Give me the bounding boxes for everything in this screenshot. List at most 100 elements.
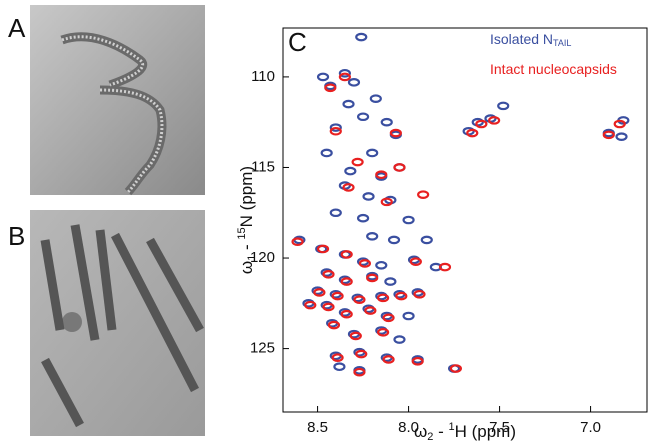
peak <box>324 83 337 93</box>
legend-name: Intact nucleocapsids <box>490 61 617 77</box>
peak <box>316 244 330 254</box>
label-part: N (ppm) <box>237 166 256 227</box>
label-part: 15 <box>236 227 248 239</box>
peak <box>329 126 342 136</box>
label-part: H (ppm) <box>455 422 516 441</box>
peak <box>411 356 424 366</box>
peak <box>380 117 393 127</box>
peak <box>413 289 426 299</box>
y-tick-label: 110 <box>251 68 275 85</box>
peak <box>329 123 342 132</box>
plot-frame <box>282 27 648 413</box>
peak <box>331 291 344 301</box>
peak <box>375 170 388 180</box>
peak <box>291 237 304 247</box>
peak <box>615 132 628 141</box>
label-part: - <box>433 422 448 441</box>
peak <box>344 166 357 176</box>
panel-label: C <box>288 27 307 57</box>
peak <box>304 300 317 310</box>
y-tick-label: 125 <box>250 340 275 357</box>
peak <box>355 349 368 359</box>
peak <box>466 128 479 138</box>
peak <box>353 295 366 304</box>
label-part: 2 <box>427 431 433 441</box>
x-axis-label: ω2 - 1H (ppm) <box>414 421 516 441</box>
y-tick-label: 115 <box>251 158 275 175</box>
peak <box>387 235 401 245</box>
peak <box>395 291 408 301</box>
peak <box>393 163 406 172</box>
peak <box>366 273 379 283</box>
x-tick-label: 7.0 <box>580 419 601 436</box>
peak-series <box>291 72 626 377</box>
filament-texture <box>61 35 164 194</box>
peak <box>316 72 330 82</box>
x-tick-label: 8.5 <box>307 419 328 436</box>
y-axis-label: ω1 - 15N (ppm) <box>236 166 258 274</box>
panel-label: A <box>8 13 26 43</box>
peak <box>322 270 335 279</box>
legend-name: Isolated N <box>490 31 553 47</box>
peak <box>340 309 353 319</box>
peak <box>340 277 353 286</box>
peak <box>613 119 626 129</box>
peak <box>356 112 370 122</box>
peak <box>402 215 415 225</box>
peak <box>333 362 346 372</box>
peak <box>377 293 390 303</box>
peak <box>375 260 388 270</box>
peak <box>438 262 452 272</box>
peak <box>329 208 342 218</box>
peak <box>366 148 379 158</box>
panel-label: B <box>8 221 25 251</box>
label-part: ω <box>414 422 427 441</box>
label-part: - <box>237 240 256 255</box>
label-part: 1 <box>246 255 258 261</box>
peak <box>338 68 351 78</box>
peak <box>320 148 333 158</box>
peak <box>355 32 368 42</box>
peak <box>351 157 364 167</box>
micrograph-a <box>30 5 205 195</box>
peak <box>377 328 390 337</box>
peak <box>369 94 382 103</box>
peak <box>342 99 355 109</box>
peak <box>342 183 355 192</box>
peak <box>322 302 335 312</box>
label-part: 1 <box>448 421 454 433</box>
legend-subscript: TAIL <box>553 38 571 48</box>
peak <box>449 364 462 373</box>
peak <box>364 306 377 315</box>
peak <box>366 232 379 241</box>
peak <box>327 320 341 330</box>
y-tick-label: 120 <box>250 249 275 266</box>
peak <box>313 288 326 297</box>
peak <box>338 72 351 82</box>
peak <box>358 259 371 268</box>
label-part: ω <box>237 261 256 274</box>
peak <box>475 119 488 129</box>
legend-entry: Isolated NTAIL <box>490 31 571 49</box>
peak <box>382 355 395 364</box>
peak <box>340 250 353 259</box>
peak <box>353 367 366 377</box>
peak <box>347 78 361 87</box>
nucleocapsids <box>40 224 204 428</box>
peak <box>602 130 615 140</box>
peak <box>384 277 397 286</box>
peak <box>488 116 501 125</box>
peak <box>380 197 393 207</box>
peak <box>420 235 433 245</box>
x-tick-label: 7.5 <box>489 419 510 436</box>
peak <box>389 128 402 138</box>
peak <box>497 101 510 111</box>
peak <box>356 213 370 223</box>
legend-entry: Intact nucleocapsids <box>490 61 617 77</box>
peak <box>349 331 362 341</box>
peak <box>417 190 430 199</box>
peak-series <box>293 32 630 375</box>
peak <box>382 313 395 323</box>
x-tick-label: 8.0 <box>398 419 419 436</box>
